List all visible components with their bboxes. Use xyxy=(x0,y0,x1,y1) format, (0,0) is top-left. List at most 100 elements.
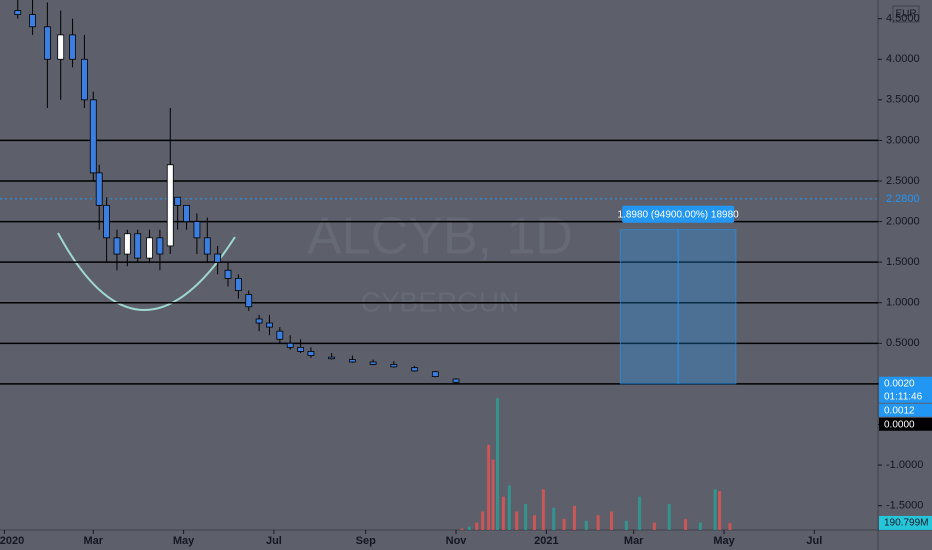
marker-label: 2.2800 xyxy=(886,193,920,205)
x-tick-label: 2021 xyxy=(534,535,558,547)
x-tick-label: Sep xyxy=(356,535,376,547)
volume-bar xyxy=(481,511,485,530)
volume-label: 190.799M xyxy=(884,518,928,529)
candle-body xyxy=(348,359,356,363)
candle-body xyxy=(156,237,164,255)
y-tick-label: -1.5000 xyxy=(886,500,923,512)
y-tick-label: 4.5000 xyxy=(886,13,920,25)
candle-body xyxy=(266,322,273,328)
volume-bar xyxy=(491,459,495,530)
candle-body xyxy=(369,361,377,365)
measure-label-box xyxy=(622,205,735,223)
candle-body xyxy=(146,237,153,259)
volume-bar xyxy=(487,444,491,530)
volume-bar xyxy=(495,398,499,530)
volume-bar xyxy=(515,511,519,530)
candle-body xyxy=(193,221,201,239)
volume-bar xyxy=(638,496,642,530)
candle-body xyxy=(203,237,211,255)
x-tick-label: 2020 xyxy=(0,535,24,547)
candle-body xyxy=(411,367,418,372)
candle-body xyxy=(307,351,315,356)
volume-bar xyxy=(562,518,566,530)
volume-bar xyxy=(467,526,471,530)
price-badge xyxy=(879,376,932,403)
candle-body xyxy=(166,164,174,247)
candle-body xyxy=(43,26,51,60)
price-badge xyxy=(879,403,932,417)
volume-bar xyxy=(728,522,732,530)
candle-body xyxy=(183,204,190,222)
volume-bar xyxy=(524,504,528,530)
volume-bar xyxy=(718,491,722,530)
candle-body xyxy=(89,99,97,174)
y-tick-label: 3.0000 xyxy=(886,134,920,146)
x-tick-label: Mar xyxy=(624,535,644,547)
x-tick-label: Jul xyxy=(266,535,282,547)
volume-bar xyxy=(584,520,588,530)
volume-bar xyxy=(475,522,479,530)
cup-pattern xyxy=(57,232,236,311)
price-badge xyxy=(879,417,932,431)
x-tick-label: Jul xyxy=(806,535,822,547)
candle-body xyxy=(69,34,76,60)
y-tick-label: 2.5000 xyxy=(886,175,920,187)
candle-body xyxy=(14,10,22,16)
candle-body xyxy=(245,294,253,308)
volume-bar xyxy=(684,518,688,530)
candle-body xyxy=(80,58,88,101)
y-tick-label: 2.0000 xyxy=(886,215,920,227)
measure-label: 1.8980 (94900.00%) 18980 xyxy=(618,209,740,220)
y-tick-label: 1.0000 xyxy=(886,297,920,309)
x-tick-label: May xyxy=(713,535,735,547)
volume-bar xyxy=(572,505,576,530)
y-tick-label: 4.0000 xyxy=(886,53,920,65)
x-tick-label: May xyxy=(173,535,195,547)
candle-body xyxy=(452,378,460,383)
price-badge-countdown: 01:11:46 xyxy=(884,391,923,402)
candle-body xyxy=(134,233,142,259)
volume-bar xyxy=(501,496,505,530)
volume-bar xyxy=(667,504,671,530)
candle-body xyxy=(255,318,263,324)
candle-body xyxy=(29,14,36,28)
candle-body xyxy=(57,34,65,60)
volume-badge xyxy=(879,515,932,530)
candle-body xyxy=(95,172,103,206)
y-tick-label: 3.5000 xyxy=(886,94,920,106)
volume-bar xyxy=(596,515,600,530)
candle-body xyxy=(328,356,336,360)
candle-body xyxy=(123,233,131,255)
candle-body xyxy=(390,364,398,368)
volume-bar xyxy=(652,522,656,530)
candle-body xyxy=(174,196,182,206)
symbol-watermark: ALCYB, 1D xyxy=(307,208,573,266)
volume-bar xyxy=(541,489,545,530)
price-badge-label: 0.0012 xyxy=(884,405,915,416)
y-tick-label: 0.5000 xyxy=(886,337,920,349)
candle-body xyxy=(234,277,242,291)
volume-bar xyxy=(713,489,717,530)
candle-body xyxy=(276,330,284,340)
volume-bar xyxy=(698,522,702,530)
volume-bar xyxy=(460,528,464,530)
candle-body xyxy=(297,346,304,352)
candle-body xyxy=(431,371,439,378)
x-tick-label: Nov xyxy=(446,535,468,547)
y-tick-label: -1.0000 xyxy=(886,459,923,471)
candle-body xyxy=(113,237,121,255)
name-watermark: CYBERGUN xyxy=(361,286,520,317)
volume-bar xyxy=(507,485,511,530)
candle-body xyxy=(214,253,222,263)
candle-body xyxy=(224,269,232,279)
price-badge-label: 0.0000 xyxy=(884,419,915,430)
currency: EUR xyxy=(895,9,916,20)
volume-bar xyxy=(609,511,613,530)
volume-bar xyxy=(624,520,628,530)
candle-body xyxy=(103,204,111,239)
volume-bar xyxy=(532,515,536,530)
x-tick-label: Mar xyxy=(83,535,103,547)
